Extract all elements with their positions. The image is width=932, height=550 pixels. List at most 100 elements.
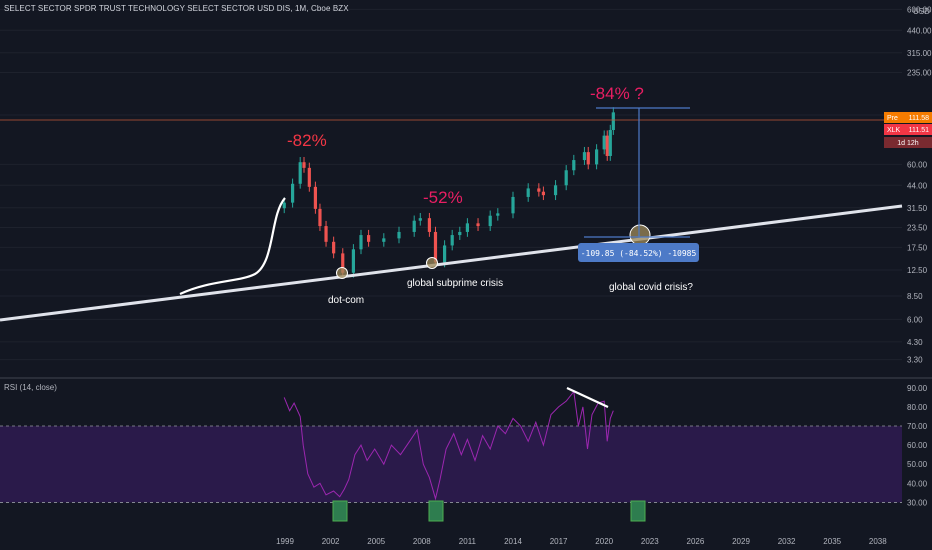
price-tick-label: 3.30 [907,356,923,365]
candle-body [313,186,317,209]
rsi-series [283,390,614,501]
time-tick-label: 2005 [367,537,385,546]
price-grid [0,8,902,361]
price-tick-label: 17.50 [907,243,928,252]
annotation-label: global subprime crisis [407,278,503,289]
rsi-tick-label: 70.00 [907,422,928,431]
candle-body [586,152,590,165]
price-tick-label: 235.00 [907,69,932,78]
candle-body [611,112,615,131]
candle-body [595,149,599,165]
time-axis[interactable]: 1999 2002 2005 2008 2011 2014 2017 2020 2023 2026… [276,537,887,546]
time-tick-label: 2008 [413,537,431,546]
price-tag-countdown: 1d 12h [897,140,919,147]
price-tick-label: 44.00 [907,181,928,190]
candle-body [582,152,587,161]
time-tick-label: 1999 [276,537,294,546]
candle-body [488,215,492,227]
time-tick-label: 2026 [687,537,705,546]
candle-body [553,185,558,196]
price-tag-label: Pre [887,115,898,122]
candle-body [282,202,286,209]
rsi-divergence-line [566,387,609,408]
price-tick-label: 12.50 [907,266,928,275]
candle-body [458,231,462,236]
candle-body [476,223,480,227]
price-tick-label: 315.00 [907,49,932,58]
time-tick-label: 2020 [595,537,613,546]
candle-body [602,135,606,150]
price-unit-label: USD [913,7,930,16]
price-tick-label: 440.00 [907,26,932,35]
annotation-label: -82% [287,131,327,150]
symbol-title[interactable]: SELECT SECTOR SPDR TRUST TECHNOLOGY SELE… [4,4,349,13]
candle-body [605,135,609,156]
candle-body [443,245,447,263]
rsi-tick-label: 60.00 [907,441,928,450]
candle-body [465,223,469,232]
oversold-marker [428,500,444,522]
price-tag-value: 111.58 [909,115,929,122]
candle-body [382,238,386,242]
annotation-label: -52% [423,188,463,207]
candle-series [282,107,615,278]
annotations-layer: -82% dot-com -52% global subprime crisis -84… [287,84,932,306]
price-tag-value: 111.51 [909,127,929,134]
candle-body [511,196,515,214]
rsi-tick-label: 30.00 [907,498,928,507]
time-tick-label: 2029 [732,537,750,546]
price-tick-label: 600.00 [907,5,932,14]
price-tag [884,112,932,123]
rsi-label[interactable]: RSI (14, close) [4,383,57,392]
price-axis[interactable]: 600.00440.00315.00235.00125.0060.0044.00… [907,5,932,364]
rsi-band [0,426,902,503]
price-tick-label: 6.00 [907,315,923,324]
annotation-label: -84% ? [590,84,644,103]
freehand-curve [179,197,286,295]
candle-body [367,235,371,242]
time-tick-label: 2011 [459,537,477,546]
candle-body [496,213,500,216]
time-tick-label: 2002 [322,537,340,546]
candle-body [564,170,568,186]
oversold-marker [630,500,646,522]
time-tick-label: 2017 [550,537,568,546]
candle-body [332,241,336,254]
price-tick-label: 8.50 [907,292,923,301]
time-tick-label: 2023 [641,537,659,546]
candle-body [318,208,322,227]
rsi-axis[interactable]: 90.00 80.00 70.00 60.00 50.00 40.00 30.00 [907,384,928,508]
candle-body [537,188,541,192]
touch-point-circle [426,257,438,269]
candle-body [412,220,416,232]
candle-body [608,130,612,156]
candle-body [526,188,530,197]
candle-body [341,253,345,273]
touch-point-circle [336,267,348,279]
drawings-layer [0,107,903,522]
annotation-label: global covid crisis? [609,282,693,293]
candle-body [298,162,302,184]
price-tick-label: 60.00 [907,160,928,169]
touch-point-circle [629,224,651,246]
candle-body [418,218,422,221]
annotation-label: dot-com [328,295,364,306]
price-tag [884,124,932,135]
candle-body [572,160,576,171]
candle-body [397,231,401,239]
candle-body [291,183,295,203]
price-tag-label: XLK [887,127,901,134]
measure-label: -109.85 (-84.52%) -10985 [581,249,697,258]
candle-body [324,226,328,242]
time-tick-label: 2014 [504,537,522,546]
long-trendline [0,204,903,322]
time-tick-label: 2038 [869,537,887,546]
candle-body [541,191,545,196]
rsi-tick-label: 50.00 [907,460,928,469]
rsi-tick-label: 90.00 [907,384,928,393]
oversold-marker [332,500,348,522]
candle-body [307,167,311,187]
rsi-tick-label: 80.00 [907,403,928,412]
price-tick-label: 31.50 [907,204,928,213]
price-tick-label: 4.30 [907,338,923,347]
